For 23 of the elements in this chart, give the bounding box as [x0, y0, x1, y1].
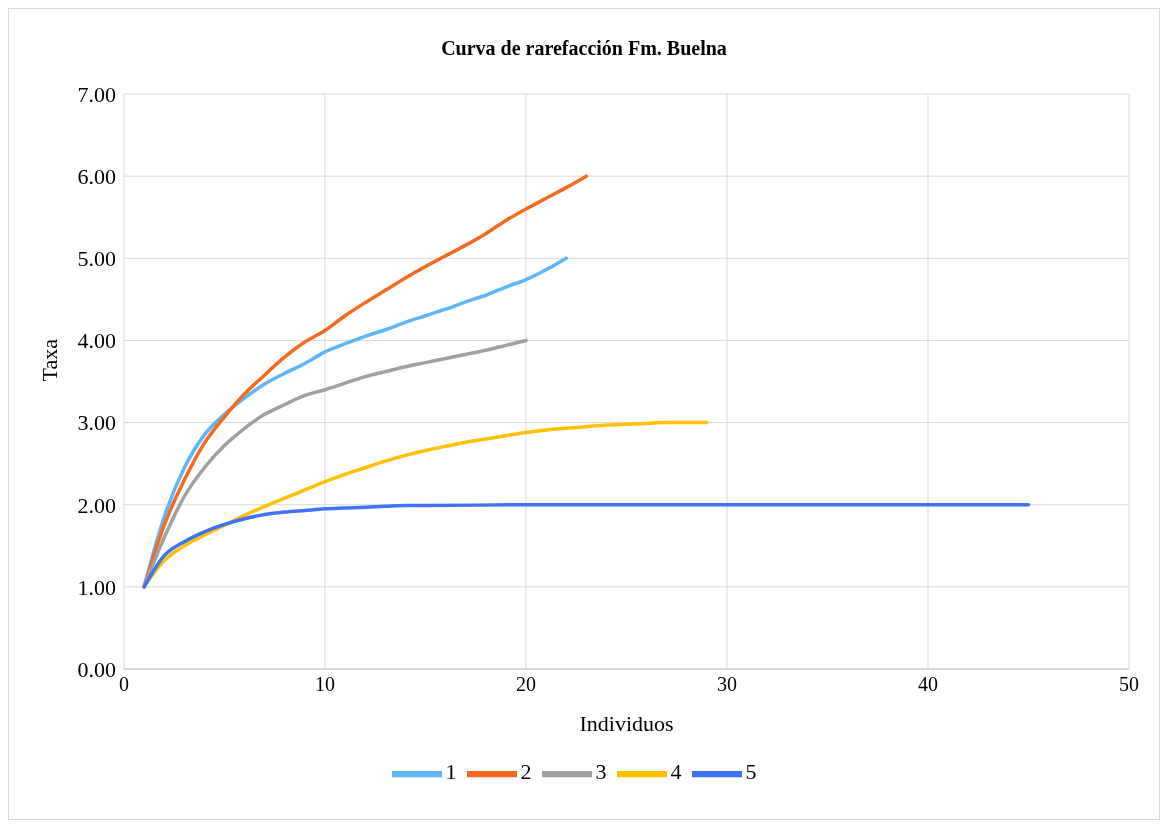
x-tick-label: 20 — [516, 673, 536, 696]
y-tick-label: 5.00 — [77, 246, 116, 272]
x-tick-label: 50 — [1119, 673, 1139, 696]
chart-title: Curva de rarefacción Fm. Buelna — [440, 37, 728, 60]
legend-label: 1 — [445, 759, 457, 785]
legend-label: 3 — [595, 759, 607, 785]
x-tick-label: 40 — [918, 673, 938, 696]
y-tick-label: 0.00 — [77, 656, 116, 682]
y-axis-title: Taxa — [36, 338, 62, 382]
legend-label: 5 — [745, 759, 757, 785]
y-tick-label: 4.00 — [77, 328, 116, 354]
x-axis-title: Individuos — [579, 711, 674, 736]
y-tick-label: 2.00 — [77, 492, 116, 518]
line-series — [142, 502, 1031, 589]
y-tick-label: 1.00 — [77, 574, 116, 600]
x-tick-label: 10 — [315, 673, 335, 696]
legend-label: 2 — [520, 759, 532, 785]
x-tick-label: 0 — [119, 673, 129, 696]
legend-label: 4 — [670, 759, 682, 785]
x-tick-label: 30 — [717, 673, 737, 696]
y-tick-label: 6.00 — [77, 163, 116, 189]
y-tick-label: 7.00 — [77, 81, 116, 107]
y-tick-label: 3.00 — [77, 410, 116, 436]
